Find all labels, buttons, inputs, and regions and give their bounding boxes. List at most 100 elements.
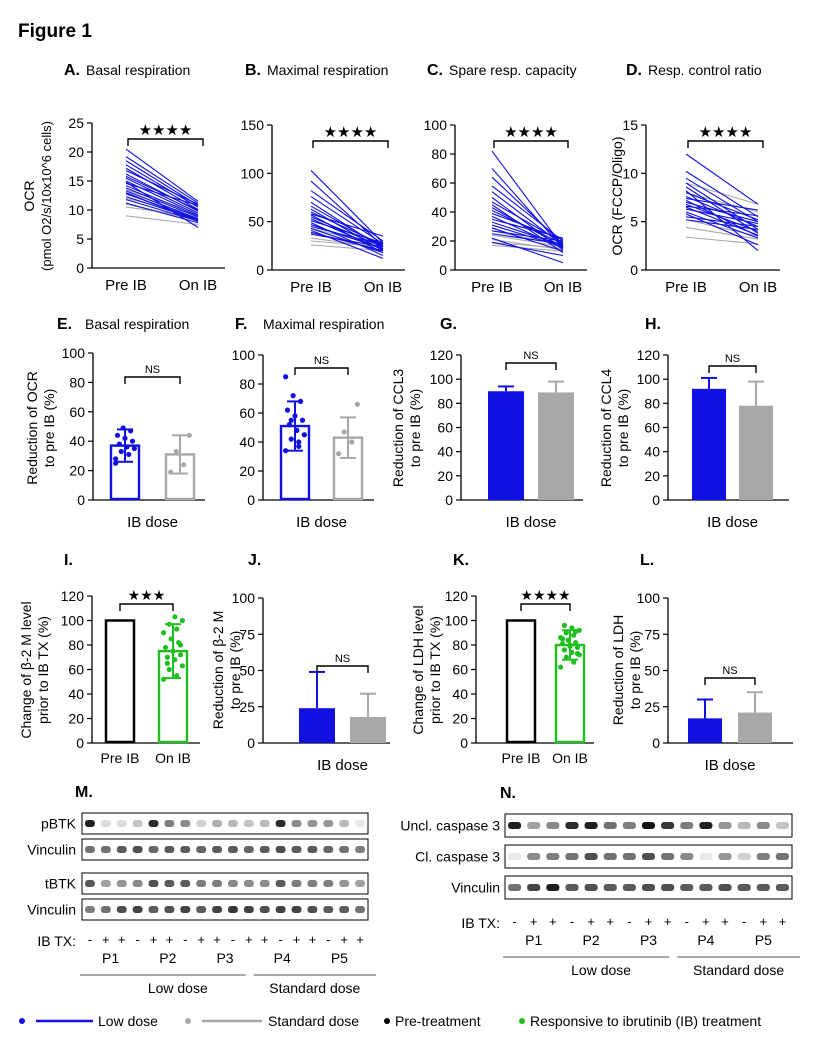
y-tick-label: 40	[452, 686, 468, 702]
blot-band	[699, 822, 713, 829]
blot-band	[100, 880, 111, 887]
blot-row-label: Vinculin	[27, 842, 76, 858]
low-dose-line	[491, 221, 564, 246]
patient-label: P1	[525, 932, 542, 948]
blot-band	[164, 880, 175, 887]
y-tick-label: 100	[241, 165, 265, 181]
data-point-green	[161, 676, 167, 682]
patient-label: P4	[697, 932, 714, 948]
data-point-low	[290, 393, 296, 399]
blot-band	[85, 846, 95, 853]
blot-band	[164, 820, 175, 827]
panel-title: Spare resp. capacity	[449, 62, 577, 78]
legend-pre-label: Pre-treatment	[395, 1013, 481, 1029]
treatment-mark: +	[213, 932, 221, 947]
blot-band	[259, 880, 270, 887]
treatment-mark: -	[685, 914, 689, 929]
y-tick-label: 120	[430, 347, 454, 363]
y-axis-label-line2: to pre IB (%)	[627, 631, 643, 710]
y-axis-label-line2: prior to IB TX (%)	[427, 616, 443, 724]
significance-bracket	[127, 138, 204, 146]
treatment-mark: -	[88, 932, 92, 947]
patient-label: P2	[583, 932, 600, 948]
x-axis-label: IB dose	[127, 514, 178, 531]
blot-band	[661, 884, 675, 891]
blot-band	[641, 884, 656, 891]
significance-bracket	[316, 665, 369, 673]
data-point-low	[298, 398, 304, 404]
blot-row-label: Uncl. caspase 3	[400, 818, 500, 834]
data-point-low	[296, 443, 302, 449]
y-tick-label: 0	[630, 262, 638, 278]
low-dose-line	[310, 225, 384, 246]
significance-label: ★★★★	[324, 124, 378, 141]
blot-band	[508, 853, 522, 860]
significance-label: NS	[314, 355, 329, 367]
treatment-label: IB TX:	[37, 933, 76, 949]
blot-band	[148, 906, 159, 913]
blot-band	[196, 820, 207, 827]
x-axis-label: IB dose	[317, 757, 368, 774]
treatment-mark: -	[278, 932, 282, 947]
y-tick-label: 80	[68, 637, 84, 653]
y-axis-label: Change of β-2 M level	[18, 601, 34, 738]
y-axis-label-line2: to pre IB (%)	[615, 389, 631, 468]
y-tick-label: 10	[622, 165, 638, 181]
group-label-low: Low dose	[571, 962, 631, 978]
patient-label: P5	[331, 950, 348, 966]
blot-band	[603, 884, 617, 891]
low-dose-line	[685, 201, 759, 223]
y-tick-label: 40	[68, 686, 84, 702]
low-dose-line	[310, 213, 384, 237]
y-axis-label: Reduction of OCR	[24, 371, 40, 485]
y-tick-label: 100	[637, 590, 661, 606]
blot-band	[699, 853, 713, 860]
significance-label: NS	[335, 653, 350, 665]
data-point-green	[179, 663, 185, 669]
treatment-mark: +	[779, 914, 787, 929]
data-point-low	[129, 438, 136, 444]
significance-bracket	[708, 365, 757, 373]
treatment-mark: +	[702, 914, 710, 929]
panel-letter: B.	[245, 62, 261, 79]
blot-band	[661, 853, 675, 860]
data-point-standard	[354, 401, 360, 407]
blot-band	[85, 820, 95, 827]
low-dose-line	[125, 177, 199, 214]
blot-band	[641, 822, 656, 829]
panel-letter: H.	[645, 316, 661, 333]
data-point-low	[299, 417, 306, 423]
y-tick-label: 100	[61, 613, 85, 629]
blot-band	[718, 853, 732, 860]
significance-bracket	[687, 140, 764, 148]
low-dose-line	[685, 213, 759, 246]
data-point-standard	[173, 448, 179, 455]
y-axis-label-line2: to pre IB (%)	[227, 631, 243, 710]
y-tick-label: 100	[232, 347, 256, 363]
standard-dose-line	[491, 239, 564, 251]
data-point-green	[559, 636, 566, 642]
blot-band	[259, 906, 270, 913]
blot-row-label: tBTK	[45, 876, 77, 892]
data-point-low	[116, 441, 122, 447]
treatment-mark: +	[530, 914, 538, 929]
data-point-green	[166, 666, 172, 673]
y-tick-label: 40	[431, 204, 447, 220]
blot-band	[291, 820, 302, 827]
low-dose-line	[685, 153, 759, 205]
panel-e-basal-reduction-chart: E. Basal respiration 0 20 40 60 80 100 Reduction…	[24, 316, 205, 531]
y-tick-label: 0	[76, 260, 84, 276]
panel-g-ccl3-chart: G. 0 20 40 60 80 100 120 Reduction of CCL3 to pre…	[390, 316, 583, 531]
x-tick-label: Pre IB	[105, 277, 147, 294]
blot-band	[718, 884, 732, 891]
blot-band	[196, 846, 207, 853]
blot-band	[527, 822, 541, 829]
blot-band	[622, 853, 636, 860]
significance-bracket	[119, 603, 174, 611]
blot-band	[584, 853, 598, 860]
low-dose-line	[125, 182, 199, 206]
patient-label: P4	[274, 950, 291, 966]
y-tick-label: 100	[430, 371, 454, 387]
significance-bracket	[704, 677, 756, 685]
blot-band	[291, 880, 302, 887]
